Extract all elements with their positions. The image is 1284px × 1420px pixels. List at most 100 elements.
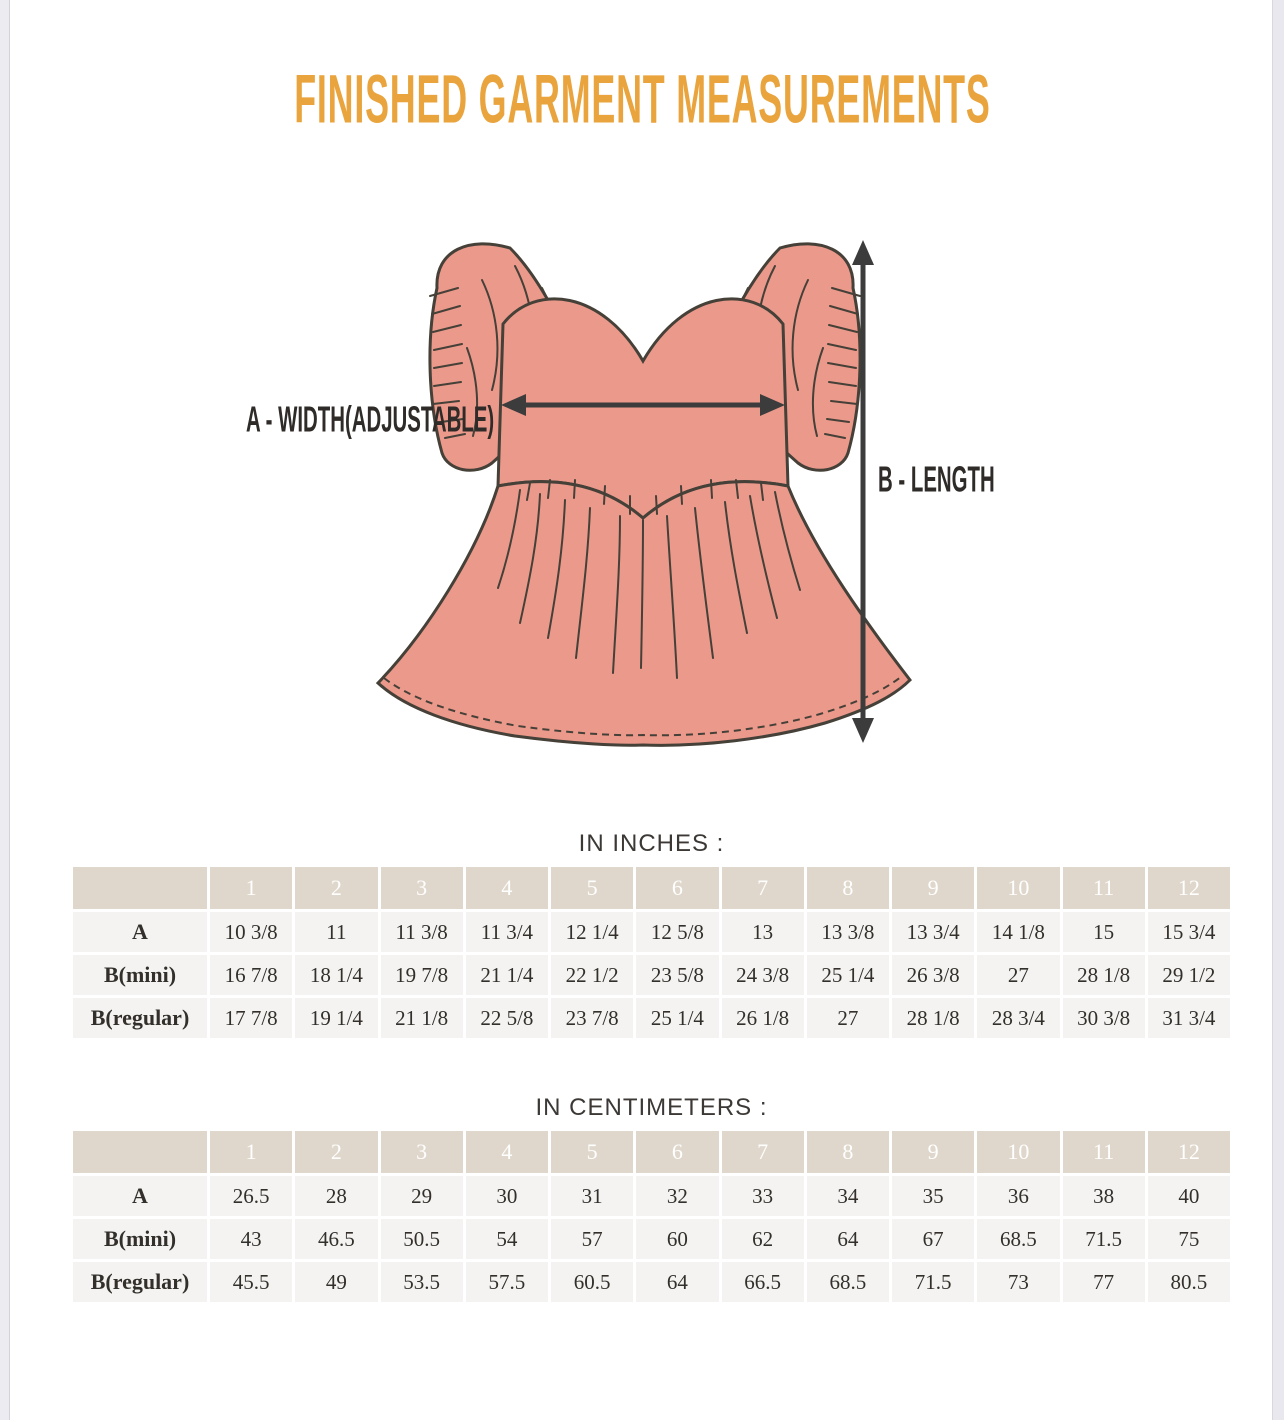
- centimeters-heading: IN CENTIMETERS :: [535, 1094, 768, 1121]
- corner-cell: [73, 1131, 207, 1173]
- measurement-cell: 31 3/4: [1147, 998, 1230, 1038]
- measurement-cell: 25 1/4: [806, 955, 889, 995]
- measurement-cell: 14 1/8: [977, 912, 1060, 952]
- size-table: 1 2 3 4 5 6 7 8 9 10 11 12 A 10 3/8 11 11 3/8 11 3/4 12 1…: [70, 864, 1233, 1041]
- measurement-cell: 25 1/4: [636, 998, 719, 1038]
- measurement-cell: 12 5/8: [636, 912, 719, 952]
- size-header-cell: 2: [295, 867, 378, 909]
- size-header-cell: 11: [1062, 1131, 1145, 1173]
- inches-heading: IN INCHES :: [578, 830, 725, 857]
- skirt: [375, 480, 912, 747]
- row-label: A: [73, 1176, 207, 1216]
- inches-table: 1 2 3 4 5 6 7 8 9 10 11 12 A 10 3/8 11 11 3/8 11 3/4 12 1…: [70, 864, 1233, 1041]
- measurement-cell: 73: [977, 1262, 1060, 1302]
- measurement-cell: 49: [295, 1262, 378, 1302]
- size-header-cell: 6: [636, 867, 719, 909]
- size-header-cell: 6: [636, 1131, 719, 1173]
- measurement-cell: 19 7/8: [380, 955, 463, 995]
- size-header-cell: 3: [380, 867, 463, 909]
- row-label: B(mini): [73, 955, 207, 995]
- size-header-cell: 10: [977, 1131, 1060, 1173]
- measurement-cell: 57.5: [465, 1262, 548, 1302]
- measurement-cell: 29 1/2: [1147, 955, 1230, 995]
- corner-cell: [73, 867, 207, 909]
- table-row: A 10 3/8 11 11 3/8 11 3/4 12 1/4 12 5/8 13 13 3/…: [73, 912, 1230, 952]
- measurement-cell: 68.5: [977, 1219, 1060, 1259]
- measurement-cell: 36: [977, 1176, 1060, 1216]
- measurement-cell: 68.5: [806, 1262, 889, 1302]
- table-row: B(regular) 17 7/8 19 1/4 21 1/8 22 5/8 23 7/8…: [73, 998, 1230, 1038]
- size-header-cell: 8: [806, 867, 889, 909]
- measurement-cell: 13 3/4: [892, 912, 975, 952]
- measurement-cell: 13: [721, 912, 804, 952]
- size-header-cell: 5: [551, 867, 634, 909]
- measurement-cell: 12 1/4: [551, 912, 634, 952]
- measurement-cell: 22 1/2: [551, 955, 634, 995]
- measurement-cell: 34: [806, 1176, 889, 1216]
- measurement-cell: 67: [892, 1219, 975, 1259]
- measurement-cell: 43: [210, 1219, 293, 1259]
- measurement-cell: 71.5: [892, 1262, 975, 1302]
- measurement-cell: 80.5: [1147, 1262, 1230, 1302]
- measurement-cell: 19 1/4: [295, 998, 378, 1038]
- page-title: FINISHED GARMENT MEASUREMENTS: [293, 59, 991, 138]
- measurement-cell: 62: [721, 1219, 804, 1259]
- measurement-cell: 27: [977, 955, 1060, 995]
- size-header-cell: 9: [892, 867, 975, 909]
- size-header-cell: 11: [1062, 867, 1145, 909]
- measurement-cell: 46.5: [295, 1219, 378, 1259]
- measurement-cell: 10 3/8: [210, 912, 293, 952]
- row-label: A: [73, 912, 207, 952]
- measurement-cell: 45.5: [210, 1262, 293, 1302]
- measurement-cell: 71.5: [1062, 1219, 1145, 1259]
- size-header-cell: 2: [295, 1131, 378, 1173]
- size-header-cell: 3: [380, 1131, 463, 1173]
- measurement-cell: 23 5/8: [636, 955, 719, 995]
- dress-illustration: [375, 240, 912, 747]
- measurement-cell: 28 1/8: [892, 998, 975, 1038]
- measurement-cell: 50.5: [380, 1219, 463, 1259]
- size-header-cell: 1: [210, 1131, 293, 1173]
- measurement-cell: 28: [295, 1176, 378, 1216]
- measurement-cell: 28 1/8: [1062, 955, 1145, 995]
- measurement-cell: 64: [806, 1219, 889, 1259]
- measurement-cell: 60: [636, 1219, 719, 1259]
- table-row: B(mini) 43 46.5 50.5 54 57 60 62 64 67 68.5 71.5 75: [73, 1219, 1230, 1259]
- centimeters-table: 1 2 3 4 5 6 7 8 9 10 11 12 A 26.5 28 29 30 31 32 33 34 35 36 38…: [70, 1128, 1233, 1305]
- measurement-cell: 21 1/8: [380, 998, 463, 1038]
- measurement-cell: 26.5: [210, 1176, 293, 1216]
- measurement-cell: 13 3/8: [806, 912, 889, 952]
- arrow-heads: [501, 240, 874, 743]
- measurement-cell: 64: [636, 1262, 719, 1302]
- measurement-cell: 24 3/8: [721, 955, 804, 995]
- measurement-cell: 27: [806, 998, 889, 1038]
- measurement-cell: 18 1/4: [295, 955, 378, 995]
- size-header-cell: 7: [721, 1131, 804, 1173]
- measurement-cell: 66.5: [721, 1262, 804, 1302]
- table-row: B(mini) 16 7/8 18 1/4 19 7/8 21 1/4 22 1/2 23 …: [73, 955, 1230, 995]
- size-header-cell: 9: [892, 1131, 975, 1173]
- measurement-cell: 26 3/8: [892, 955, 975, 995]
- measurement-cell: 77: [1062, 1262, 1145, 1302]
- measurement-cell: 54: [465, 1219, 548, 1259]
- hem-stitch-line: [383, 675, 903, 737]
- measurement-cell: 11 3/8: [380, 912, 463, 952]
- measurement-cell: 28 3/4: [977, 998, 1060, 1038]
- measurement-cell: 26 1/8: [721, 998, 804, 1038]
- measurement-cell: 15 3/4: [1147, 912, 1230, 952]
- measurement-cell: 35: [892, 1176, 975, 1216]
- row-label: B(mini): [73, 1219, 207, 1259]
- size-header-cell: 12: [1147, 867, 1230, 909]
- size-header-cell: 5: [551, 1131, 634, 1173]
- measurement-cell: 21 1/4: [465, 955, 548, 995]
- size-header-cell: 4: [465, 1131, 548, 1173]
- measurement-cell: 57: [551, 1219, 634, 1259]
- measurement-cell: 15: [1062, 912, 1145, 952]
- measurement-cell: 22 5/8: [465, 998, 548, 1038]
- measurement-cell: 11: [295, 912, 378, 952]
- measurement-cell: 30: [465, 1176, 548, 1216]
- size-header-cell: 12: [1147, 1131, 1230, 1173]
- size-table: 1 2 3 4 5 6 7 8 9 10 11 12 A 26.5 28 29 30 31 32 33 34 35 36 38…: [70, 1128, 1233, 1305]
- measurement-cell: 60.5: [551, 1262, 634, 1302]
- size-header-cell: 8: [806, 1131, 889, 1173]
